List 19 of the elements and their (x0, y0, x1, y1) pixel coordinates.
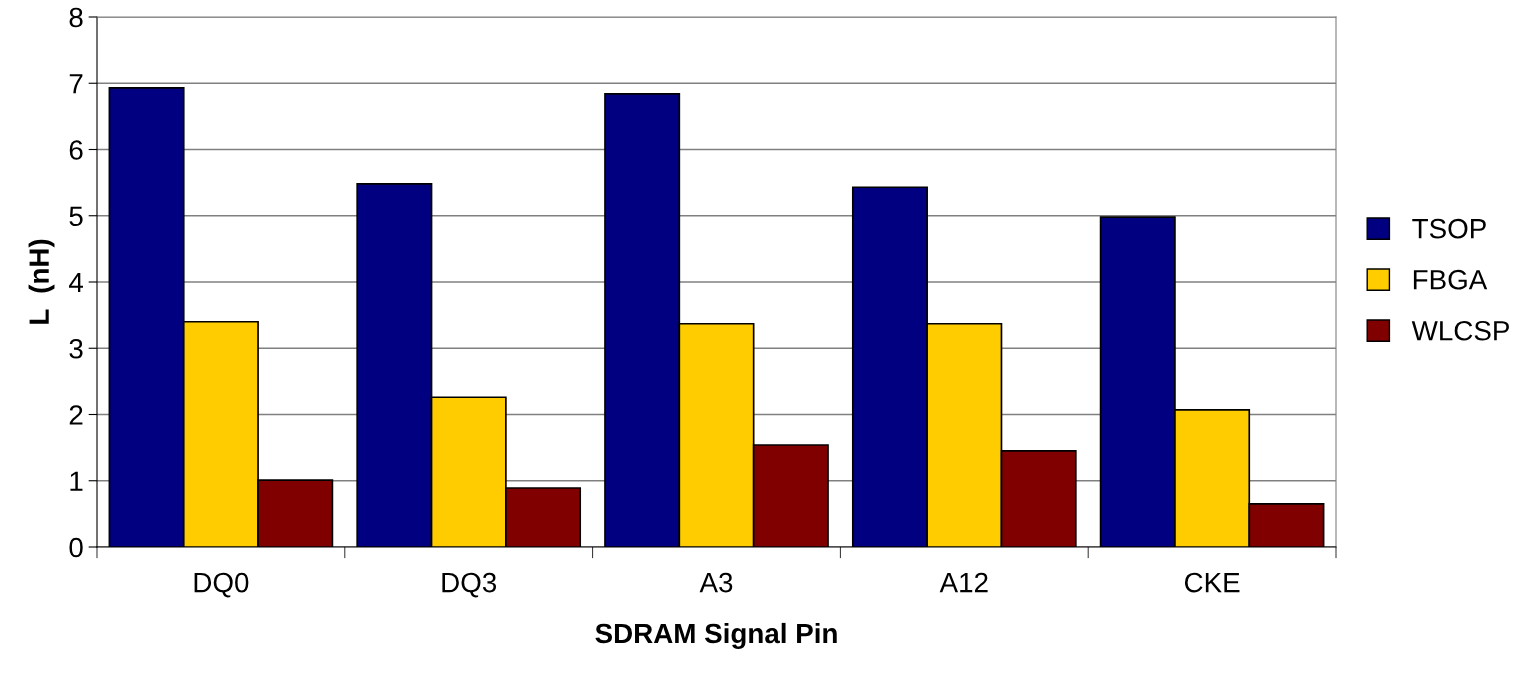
x-tick-label: A12 (939, 572, 988, 593)
y-tick-label: 4 (69, 272, 83, 293)
y-tick-label: 8 (69, 7, 83, 28)
y-tick-label: 7 (69, 74, 83, 94)
legend-label: FBGA (1413, 269, 1488, 290)
x-tick-label: DQ0 (194, 572, 249, 598)
x-tick-label: DQ3 (442, 572, 497, 598)
x-tick-label: A3 (699, 572, 733, 593)
y-tick-label: 6 (69, 140, 83, 160)
x-axis-title: SDRAM Signal Pin (595, 622, 837, 649)
legend-label: TSOP (1412, 218, 1486, 239)
y-tick-label: 0 (69, 537, 83, 558)
y-tick-label: 3 (69, 338, 83, 359)
y-tick-label: 5 (69, 206, 83, 227)
legend-label: WLCSP (1411, 320, 1509, 341)
y-tick-label: 1 (70, 471, 83, 491)
y-axis-title: L (nH) (28, 239, 55, 324)
x-tick-label: CKE (1184, 572, 1240, 593)
y-tick-label: 2 (69, 405, 83, 425)
